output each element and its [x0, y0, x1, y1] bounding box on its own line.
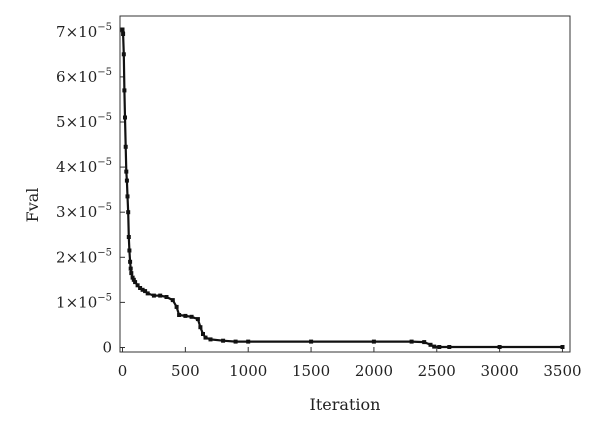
y-tick-exponent: −5	[97, 292, 112, 303]
data-point	[131, 277, 136, 282]
y-tick-label: 0	[102, 338, 112, 356]
data-point	[123, 115, 127, 120]
data-point	[126, 235, 131, 239]
x-axis-title: Iteration	[310, 395, 381, 414]
data-point	[428, 342, 433, 347]
x-tick-label: 0	[118, 362, 128, 380]
y-tick-label: 4×10−5	[56, 157, 112, 176]
y-tick-label: 6×10−5	[56, 67, 112, 86]
data-point	[246, 339, 251, 344]
data-point	[221, 338, 226, 343]
y-tick-label: 2×10−5	[56, 247, 112, 266]
y-tick-label: 1×10−5	[56, 292, 112, 311]
y-tick-label: 5×10−5	[56, 112, 112, 131]
y-tick-exponent: −5	[97, 67, 112, 78]
data-point	[409, 339, 414, 344]
data-point	[124, 169, 129, 174]
data-point	[128, 266, 133, 271]
x-tick-label: 1500	[292, 362, 330, 380]
series-layer	[120, 27, 565, 349]
data-point	[128, 259, 133, 264]
data-point	[158, 293, 163, 298]
data-point	[432, 344, 437, 349]
data-point	[143, 289, 148, 294]
data-point	[138, 286, 143, 290]
data-point	[129, 271, 134, 276]
y-tick-exponent: −5	[97, 202, 112, 213]
data-point	[437, 345, 442, 349]
data-point	[497, 345, 502, 349]
data-point	[151, 293, 156, 298]
data-point	[135, 283, 140, 288]
data-point	[121, 52, 126, 57]
data-point	[371, 339, 376, 344]
x-tick-label: 2000	[355, 362, 393, 380]
x-axis: 0 500 1000 1500 2000 2500 3000 3500	[118, 347, 582, 380]
x-tick-label: 1000	[229, 362, 267, 380]
data-point	[195, 317, 200, 322]
data-point	[124, 178, 129, 183]
y-tick-exponent: −5	[97, 112, 112, 123]
y-tick-exponent: −5	[97, 247, 112, 258]
data-point	[120, 27, 125, 32]
x-tick-label: 3500	[543, 362, 581, 380]
data-point	[174, 304, 179, 309]
data-point	[126, 210, 131, 215]
data-point	[208, 337, 213, 342]
y-tick-label: 3×10−5	[56, 202, 112, 221]
data-point	[189, 314, 194, 319]
y-axis: 0 1×10−5 2×10−5 3×10−5 4×10−5 5×10−5 6×10−5 7×1…	[56, 22, 125, 356]
x-tick-label: 3000	[481, 362, 519, 380]
plot-frame	[119, 15, 571, 353]
data-point	[170, 298, 175, 303]
series-line	[121, 29, 563, 349]
x-tick-label: 500	[171, 362, 200, 380]
data-point	[133, 280, 138, 285]
data-point	[164, 295, 169, 299]
x-tick-label: 2500	[418, 362, 456, 380]
data-point	[125, 194, 130, 199]
data-point	[560, 345, 565, 349]
data-point	[177, 313, 182, 317]
data-point	[127, 248, 132, 253]
data-point	[123, 144, 128, 149]
data-point	[203, 335, 208, 340]
data-point	[201, 332, 205, 336]
data-point	[183, 313, 188, 318]
y-tick-exponent: −5	[97, 22, 112, 33]
y-tick-label: 7×10−5	[56, 22, 112, 41]
data-point	[447, 345, 452, 349]
y-tick-exponent: −5	[97, 157, 112, 168]
data-point	[121, 32, 126, 36]
data-point	[309, 339, 314, 344]
data-point	[233, 339, 238, 344]
data-point	[122, 88, 127, 93]
data-point	[198, 325, 203, 330]
y-axis-title: Fval	[23, 188, 42, 223]
data-point	[140, 287, 145, 292]
data-point	[422, 340, 427, 345]
data-point	[145, 291, 150, 296]
data-point	[130, 275, 135, 280]
